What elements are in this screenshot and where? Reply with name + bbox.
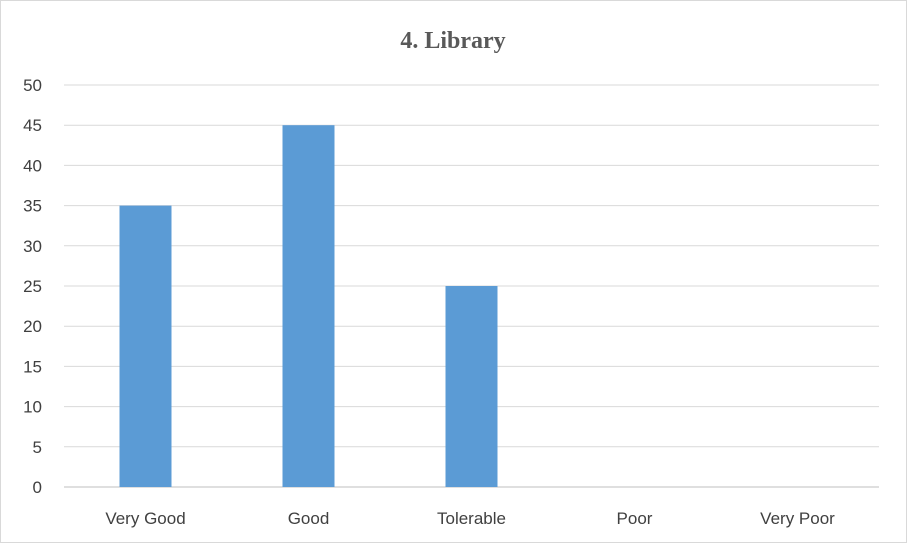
x-tick-label: Very Good xyxy=(105,509,185,528)
y-tick-label: 50 xyxy=(23,76,42,95)
x-tick-label: Good xyxy=(288,509,330,528)
bars xyxy=(119,125,498,487)
x-axis-ticks: Very Good Good Tolerable Poor Very Poor xyxy=(105,509,835,528)
x-tick-label: Very Poor xyxy=(760,509,835,528)
chart-title: 4. Library xyxy=(400,28,505,54)
y-tick-label: 5 xyxy=(33,438,42,457)
bar-good xyxy=(282,125,335,487)
y-tick-label: 45 xyxy=(23,116,42,135)
bar-very-good xyxy=(119,205,172,487)
y-tick-label: 40 xyxy=(23,156,42,175)
y-tick-label: 15 xyxy=(23,357,42,376)
y-tick-label: 30 xyxy=(23,237,42,256)
y-tick-label: 20 xyxy=(23,317,42,336)
y-tick-label: 35 xyxy=(23,197,42,216)
x-tick-label: Tolerable xyxy=(437,509,506,528)
y-tick-label: 0 xyxy=(33,478,42,497)
y-axis-ticks: 0 5 10 15 20 25 30 35 40 45 50 xyxy=(23,76,42,497)
y-tick-label: 25 xyxy=(23,277,42,296)
y-tick-label: 10 xyxy=(23,398,42,417)
x-tick-label: Poor xyxy=(617,509,653,528)
bar-tolerable xyxy=(445,286,498,487)
